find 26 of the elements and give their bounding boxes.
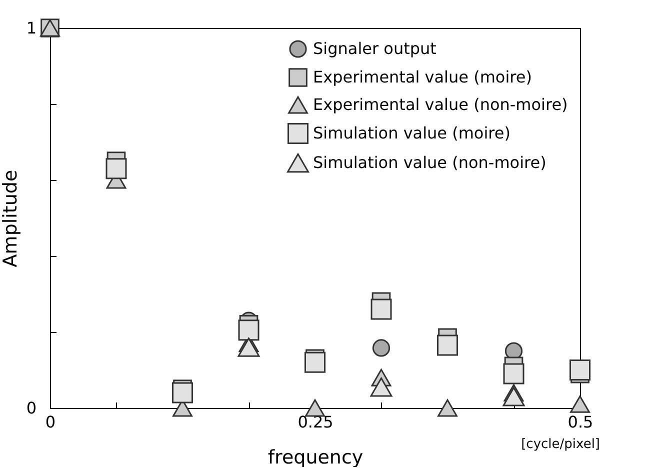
point xyxy=(238,320,260,341)
point xyxy=(502,386,525,406)
x-tick-label: 0.5 xyxy=(568,412,594,432)
point xyxy=(437,334,458,356)
point xyxy=(106,158,127,180)
legend-label: Signaler output xyxy=(313,39,436,58)
point xyxy=(370,298,392,320)
point xyxy=(305,399,325,417)
point xyxy=(438,399,458,417)
legend-label: Simulation value (moire) xyxy=(313,124,510,142)
point xyxy=(370,377,392,397)
x-tick-label: 0 xyxy=(45,412,56,432)
point xyxy=(172,382,193,404)
legend-label: Experimental value (non-moire) xyxy=(313,95,568,114)
point xyxy=(570,360,590,380)
x-tick-label: 0.25 xyxy=(298,412,334,432)
text: [cycle/pixel] xyxy=(521,437,600,452)
point xyxy=(304,352,326,373)
point xyxy=(570,395,590,413)
legend-label: Experimental value (moire) xyxy=(313,68,532,86)
legend-label: Simulation value (non-moire) xyxy=(313,153,546,172)
point xyxy=(372,339,390,357)
y-axis-title: Amplitude xyxy=(0,170,22,268)
point xyxy=(238,338,260,357)
y-tick-label: 1 xyxy=(26,18,36,38)
point xyxy=(503,363,524,384)
